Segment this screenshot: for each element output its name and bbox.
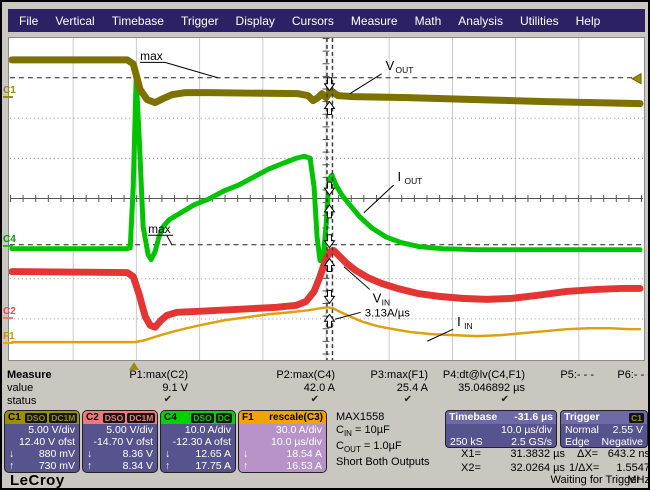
trigger-box[interactable]: Trigger C1 Normal 2.55 V Edge Negative <box>560 410 648 448</box>
waveform-plot: max V OUT I OUT max V IN 3.13A/µs I IN <box>8 38 644 360</box>
coupling-badge: DC1M <box>127 412 156 423</box>
min-arrow-icon: ↓ <box>165 448 171 460</box>
coupling-badge: DC1M <box>49 412 78 423</box>
cursor-x2-label: X2= <box>461 462 481 474</box>
max-arrow-icon: ↑ <box>9 460 15 472</box>
iout-label: I <box>398 169 402 184</box>
iin-trace <box>10 306 642 344</box>
trigger-status-message: Waiting for Trigger <box>550 474 640 486</box>
iin-label: I <box>457 314 461 329</box>
menu-analysis[interactable]: Analysis <box>458 13 503 28</box>
menu-timebase[interactable]: Timebase <box>111 13 164 28</box>
c4-position-marker[interactable]: C4 <box>3 234 16 247</box>
measure-section-label: Measure <box>7 369 52 381</box>
menu-trigger[interactable]: Trigger <box>180 13 219 28</box>
channel-box-c4[interactable]: C4 DSO DC 10.0 A/div -12.30 A ofst ↓ 12.6… <box>160 410 236 473</box>
measure-status-row-label: status <box>7 395 37 407</box>
cursor-x1-label: X1= <box>461 448 481 460</box>
min-arrow-icon: ↓ <box>9 448 15 460</box>
menu-bar: File Vertical Timebase Trigger Display C… <box>8 9 645 32</box>
channel-box-c2[interactable]: C2 DSO DC1M 5.00 V/div -14.70 V ofst ↓ 8.… <box>82 410 158 473</box>
plot-annotations: max V OUT I OUT max V IN 3.13A/µs I IN <box>140 49 473 342</box>
c2-position-marker[interactable]: C2 <box>3 306 16 319</box>
iout-label-sub: OUT <box>405 176 423 186</box>
c1-position-marker[interactable]: C1 <box>3 85 16 98</box>
vout-trace <box>8 56 644 108</box>
cin-note: CIN = 10µF <box>336 424 390 439</box>
max-arrow-icon: ↑ <box>87 460 93 472</box>
vin-label-sub: IN <box>382 297 390 307</box>
measure-value-row-label: value <box>7 382 34 394</box>
cursor-x2-value: 32.0264 µs <box>510 462 565 474</box>
vin-label: V <box>373 290 382 305</box>
test-notes: MAX1558 CIN = 10µF COUT = 1.0µF Short Bo… <box>336 411 430 469</box>
dso-badge: DSO <box>24 412 48 423</box>
min-arrow-icon: ↓ <box>87 448 93 460</box>
channel-box-f1[interactable]: F1 rescale(C3) 30.0 A/div 10.0 µs/div ↓ 1… <box>238 410 327 473</box>
timebase-box[interactable]: Timebase -31.6 µs 10.0 µs/div 250 kS 2.5 G… <box>445 410 557 448</box>
coupling-badge: DC <box>215 412 232 423</box>
max-arrow-icon: ↑ <box>165 460 171 472</box>
cursor-x1-value: 31.3832 µs <box>510 448 565 460</box>
menu-measure[interactable]: Measure <box>350 13 398 28</box>
menu-help[interactable]: Help <box>575 13 601 28</box>
cursor-invdx-value: 1.5547 MHz <box>616 462 650 486</box>
vin-trace <box>8 247 644 331</box>
cout-note: COUT = 1.0µF <box>336 440 402 455</box>
cursor-dx-label: ΔX= <box>577 448 599 460</box>
vout-label-sub: OUT <box>396 65 414 75</box>
iin-label-sub: IN <box>464 321 472 331</box>
menu-cursors[interactable]: Cursors <box>291 13 334 28</box>
dso-badge: DSO <box>102 412 126 423</box>
menu-vertical[interactable]: Vertical <box>55 13 95 28</box>
menu-file[interactable]: File <box>19 13 39 28</box>
cursor-crossing-markers <box>323 77 336 328</box>
f1-position-marker[interactable]: F1 <box>3 331 15 344</box>
menu-math[interactable]: Math <box>414 13 442 28</box>
status-check-icon: ✔ <box>403 394 412 405</box>
menu-display[interactable]: Display <box>235 13 275 28</box>
trigger-time-marker[interactable] <box>129 362 139 370</box>
condition-note: Short Both Outputs <box>336 456 430 469</box>
dso-badge: DSO <box>191 412 214 423</box>
trigger-source-badge: C1 <box>629 412 644 423</box>
rescale-function-label: rescale(C3) <box>269 412 323 423</box>
cursor-invdx-label: 1/ΔX= <box>569 462 600 474</box>
iout-trace <box>9 75 643 264</box>
max-arrow-icon: ↑ <box>243 460 249 472</box>
slew-rate-label: 3.13A/µs <box>365 307 411 319</box>
vout-label: V <box>386 58 395 73</box>
status-check-icon: ✔ <box>163 394 172 405</box>
channel-box-c1[interactable]: C1 DSO DC1M 5.00 V/div 12.40 V ofst ↓ 880… <box>4 410 80 473</box>
status-check-icon: ✔ <box>500 394 509 405</box>
trigger-level-arrow[interactable] <box>631 72 642 85</box>
waveform-display: max V OUT I OUT max V IN 3.13A/µs I IN <box>8 37 645 361</box>
min-arrow-icon: ↓ <box>243 448 249 460</box>
status-check-icon: ✔ <box>310 394 319 405</box>
cursor-dx-value: 643.2 ns <box>607 448 650 460</box>
lecroy-logo: LeCroy <box>10 472 65 489</box>
menu-utilities[interactable]: Utilities <box>519 13 559 28</box>
device-name: MAX1558 <box>336 411 385 423</box>
max-label-top: max <box>140 49 163 63</box>
max-label-mid: max <box>148 222 171 236</box>
